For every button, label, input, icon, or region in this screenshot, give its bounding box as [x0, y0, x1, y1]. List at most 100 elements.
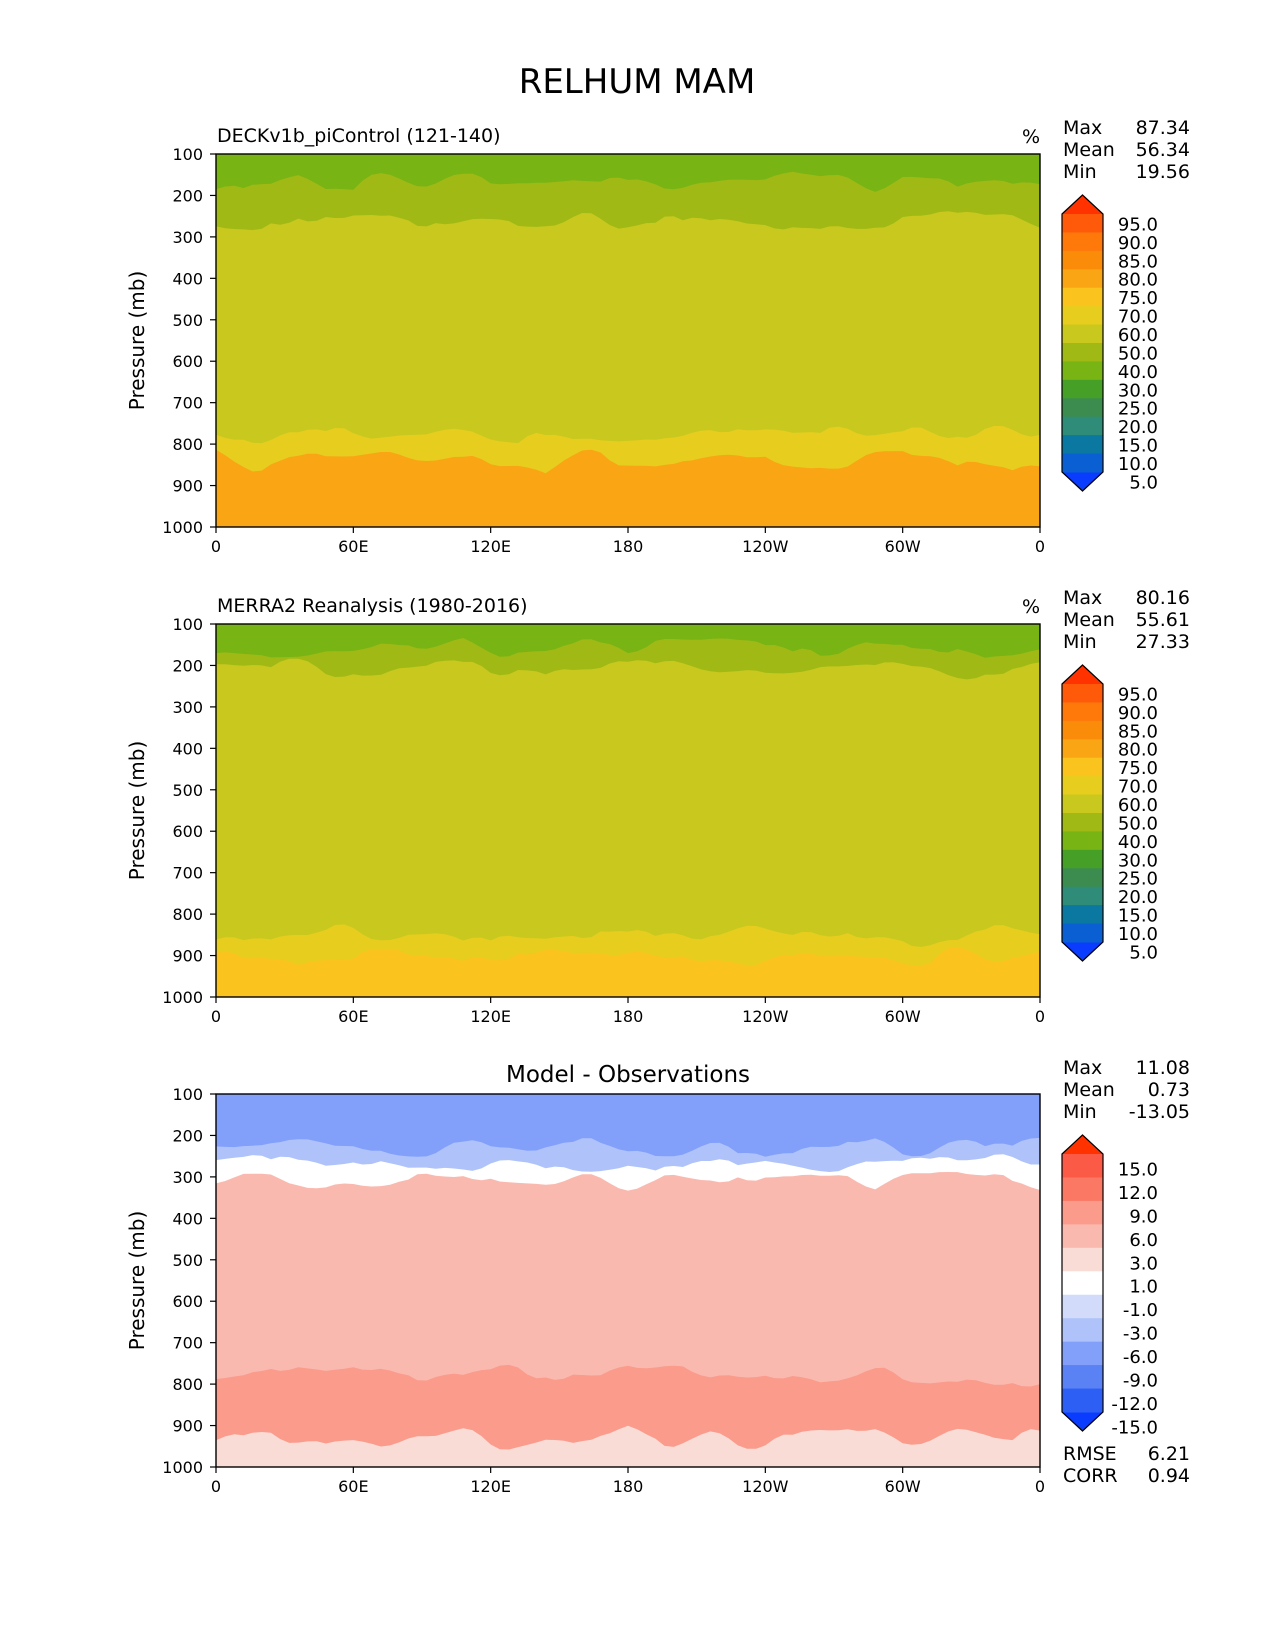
x-tick-label: 60E: [338, 1477, 368, 1496]
y-tick-label: 900: [172, 477, 203, 496]
colorbar-swatch: [1062, 813, 1103, 832]
colorbar-level-label: -1.0: [1123, 1300, 1158, 1321]
colorbar-level-label: 1.0: [1129, 1277, 1158, 1298]
stat-label-min: Min: [1063, 161, 1097, 183]
colorbar-extend-top: [1062, 665, 1103, 684]
colorbar-level-label: 75.0: [1118, 288, 1158, 309]
colorbar-level-label: 95.0: [1118, 684, 1158, 705]
y-tick-label: 900: [172, 947, 203, 966]
colorbar-level-label: -6.0: [1123, 1347, 1158, 1368]
y-tick-label: 600: [172, 1292, 203, 1311]
contour-band: [216, 947, 1040, 997]
colorbar-outline: [1061, 664, 1104, 962]
colorbar-outline: [1061, 1134, 1104, 1432]
colorbar-swatch: [1062, 720, 1103, 740]
x-tick-label: 120W: [742, 1007, 789, 1026]
colorbar-extend-bottom: [1062, 1412, 1103, 1431]
colorbar-level-label: 70.0: [1118, 777, 1158, 798]
colorbar-swatch: [1062, 1341, 1103, 1366]
contour-band: [216, 658, 1040, 997]
y-axis-label: Pressure (mb): [125, 741, 149, 881]
x-tick-label: 120E: [470, 1477, 511, 1496]
x-tick-label: 120W: [742, 1477, 789, 1496]
colorbar-extend-top: [1062, 195, 1103, 214]
colorbar: 15.0 12.09.0 6.03.0 1.0-1.0 -3.0-6.0 -9.0-12.…: [1061, 1134, 1158, 1438]
y-tick-label: 500: [172, 311, 203, 330]
stat-value-min: -13.05: [1129, 1101, 1190, 1123]
colorbar-level-label: -15.0: [1111, 1417, 1158, 1438]
colorbar-level-label: -9.0: [1123, 1371, 1158, 1392]
colorbar-swatch: [1062, 1271, 1103, 1296]
colorbar-swatch: [1062, 1224, 1103, 1249]
y-tick-label: 400: [172, 269, 203, 288]
colorbar-level-label: 20.0: [1118, 417, 1158, 438]
x-tick-label: 0: [211, 537, 221, 556]
colorbar-level-label: 10.0: [1118, 454, 1158, 475]
colorbar-swatch: [1062, 435, 1103, 455]
colorbar-level-label: 95.0: [1118, 214, 1158, 235]
colorbar-level-label: 3.0: [1129, 1253, 1158, 1274]
x-tick-label: 180: [613, 537, 644, 556]
y-tick-label: 900: [172, 1417, 203, 1436]
colorbar-level-label: 25.0: [1118, 869, 1158, 890]
colorbar-swatch: [1062, 886, 1103, 906]
colorbar-swatch: [1062, 398, 1103, 418]
contour-field: [216, 154, 1040, 527]
stat-value-min: 27.33: [1136, 631, 1190, 653]
x-tick-label: 0: [1035, 1477, 1045, 1496]
stat-label-max: Max: [1063, 587, 1102, 609]
colorbar-level-label: 5.0: [1129, 942, 1158, 963]
x-tick-label: 60E: [338, 1007, 368, 1026]
colorbar-swatch: [1062, 361, 1103, 381]
colorbar-level-label: 70.0: [1118, 307, 1158, 328]
colorbar-extend-bottom: [1062, 942, 1103, 961]
chart-panel-1: DECKv1b_piControl (121-140) % 100 200 300 400…: [125, 117, 1190, 556]
y-tick-label: 600: [172, 822, 203, 841]
x-tick-label: 120E: [470, 537, 511, 556]
colorbar-level-label: 85.0: [1118, 721, 1158, 742]
colorbar-level-label: 12.0: [1118, 1183, 1158, 1204]
colorbar-level-label: 20.0: [1118, 887, 1158, 908]
colorbar-level-label: 10.0: [1118, 924, 1158, 945]
chart-panel-2: MERRA2 Reanalysis (1980-2016) % 100 200 300 4…: [125, 587, 1190, 1026]
colorbar-level-label: 50.0: [1118, 813, 1158, 834]
stat-value-mean: 56.34: [1136, 139, 1190, 161]
colorbar-level-label: -3.0: [1123, 1324, 1158, 1345]
stat-value-max: 87.34: [1136, 117, 1190, 139]
y-tick-label: 300: [172, 1168, 203, 1187]
colorbar-swatch: [1062, 416, 1103, 436]
colorbar-extend-top: [1062, 1135, 1103, 1154]
stat-value-rmse: 6.21: [1148, 1443, 1190, 1465]
stat-label-max: Max: [1063, 117, 1102, 139]
colorbar-swatch: [1062, 831, 1103, 851]
stat-label-max: Max: [1063, 1057, 1102, 1079]
stat-value-mean: 55.61: [1136, 609, 1190, 631]
stat-label-mean: Mean: [1063, 1079, 1115, 1101]
y-tick-label: 200: [172, 186, 203, 205]
colorbar-swatch: [1062, 306, 1103, 326]
colorbar-outline: [1061, 194, 1104, 492]
colorbar-level-label: 15.0: [1118, 436, 1158, 457]
stat-label-corr: CORR: [1063, 1465, 1118, 1487]
y-tick-label: 1000: [162, 518, 203, 537]
y-tick-label: 1000: [162, 988, 203, 1007]
y-tick-label: 1000: [162, 1458, 203, 1477]
colorbar-swatch: [1062, 214, 1103, 233]
y-tick-label: 100: [172, 615, 203, 634]
y-tick-label: 400: [172, 739, 203, 758]
colorbar-level-label: 5.0: [1129, 472, 1158, 493]
colorbar-level-label: 60.0: [1118, 795, 1158, 816]
x-tick-label: 120W: [742, 537, 789, 556]
colorbar-extend-bottom: [1062, 472, 1103, 491]
colorbar-swatch: [1062, 1294, 1103, 1319]
colorbar-level-label: 15.0: [1118, 1159, 1158, 1180]
colorbar-level-label: 40.0: [1118, 362, 1158, 383]
x-tick-label: 60W: [885, 1477, 921, 1496]
unit-label: %: [1022, 126, 1040, 148]
y-axis-label: Pressure (mb): [125, 271, 149, 411]
colorbar-level-label: 85.0: [1118, 251, 1158, 272]
stat-label-min: Min: [1063, 1101, 1097, 1123]
colorbar-swatch: [1062, 269, 1103, 289]
chart-panel-3: Model - Observations 100 200 300 400 500 600 70…: [125, 1057, 1190, 1496]
y-tick-label: 200: [172, 1126, 203, 1145]
